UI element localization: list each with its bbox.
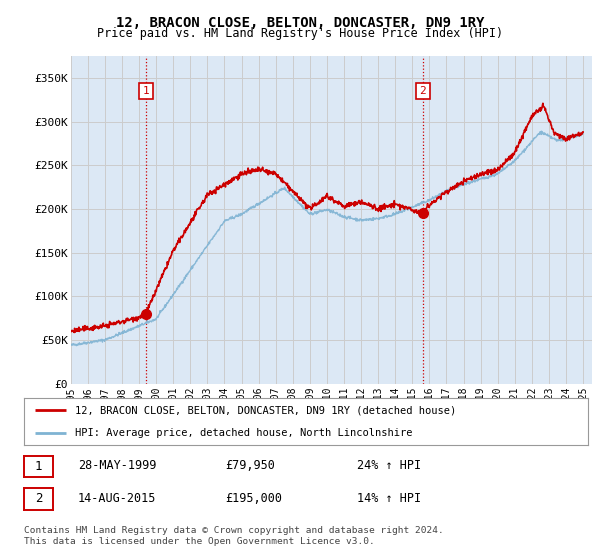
Text: 1: 1 [35, 460, 42, 473]
Text: Contains HM Land Registry data © Crown copyright and database right 2024.
This d: Contains HM Land Registry data © Crown c… [24, 526, 444, 546]
Text: Price paid vs. HM Land Registry's House Price Index (HPI): Price paid vs. HM Land Registry's House … [97, 27, 503, 40]
Text: HPI: Average price, detached house, North Lincolnshire: HPI: Average price, detached house, Nort… [75, 428, 412, 438]
Text: 12, BRACON CLOSE, BELTON, DONCASTER, DN9 1RY: 12, BRACON CLOSE, BELTON, DONCASTER, DN9… [116, 16, 484, 30]
Text: 1: 1 [143, 86, 149, 96]
Text: 2: 2 [35, 492, 42, 506]
Text: 24% ↑ HPI: 24% ↑ HPI [357, 459, 421, 473]
Text: £195,000: £195,000 [225, 492, 282, 505]
Text: 14-AUG-2015: 14-AUG-2015 [78, 492, 157, 505]
Text: 2: 2 [419, 86, 426, 96]
Text: £79,950: £79,950 [225, 459, 275, 473]
Text: 12, BRACON CLOSE, BELTON, DONCASTER, DN9 1RY (detached house): 12, BRACON CLOSE, BELTON, DONCASTER, DN9… [75, 405, 456, 416]
Text: 14% ↑ HPI: 14% ↑ HPI [357, 492, 421, 505]
Text: 28-MAY-1999: 28-MAY-1999 [78, 459, 157, 473]
